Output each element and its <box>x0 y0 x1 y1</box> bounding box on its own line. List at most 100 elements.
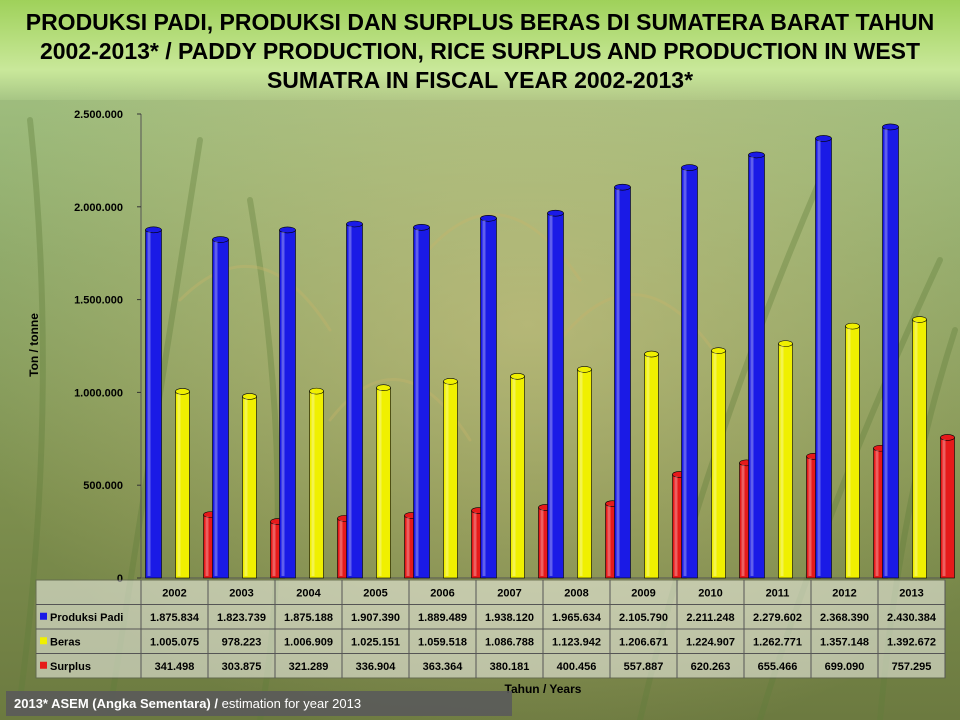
bar-beras-highlight <box>914 321 918 576</box>
footnote: 2013* ASEM (Angka Sementara) / estimatio… <box>6 691 512 716</box>
bar-surplus-highlight <box>808 458 812 576</box>
data-label: 1.123.942 <box>552 636 601 648</box>
bar-beras-cap <box>376 384 391 392</box>
data-label: 1.875.188 <box>284 612 333 624</box>
y-tick-label: 1.500.000 <box>74 295 123 307</box>
bar-beras <box>175 388 190 579</box>
bars <box>145 123 955 579</box>
bar-beras-cap <box>845 322 860 330</box>
bar-produksi-padi-cap <box>279 226 296 234</box>
y-axis-label: Ton / tonne <box>27 313 41 377</box>
bar-produksi-padi-highlight <box>817 140 821 576</box>
x-tick-label: 2002 <box>162 587 186 599</box>
bar-surplus-highlight <box>406 517 410 576</box>
bar-produksi-padi-cap <box>815 135 832 142</box>
bar-beras-highlight <box>244 398 248 576</box>
bar-surplus-highlight <box>339 520 343 576</box>
data-label: 363.364 <box>423 661 464 673</box>
data-label: 699.090 <box>825 661 865 673</box>
x-tick-label: 2012 <box>832 587 856 599</box>
data-label: 2.211.248 <box>686 612 734 624</box>
bar-beras-highlight <box>646 356 650 576</box>
bar-beras-highlight <box>378 389 382 576</box>
bar-produksi-padi-cap <box>748 151 765 159</box>
bar-produksi-padi-highlight <box>549 215 553 576</box>
bar-beras-highlight <box>847 328 851 576</box>
data-label: 978.223 <box>222 636 262 648</box>
legend-label: Beras <box>50 636 81 648</box>
data-label: 1.086.788 <box>485 636 534 648</box>
bar-surplus-highlight <box>674 476 678 576</box>
bar-surplus-cap <box>940 434 955 441</box>
bar-produksi-padi-cap <box>346 220 363 228</box>
bar-beras-cap <box>711 347 726 354</box>
data-label: 303.875 <box>222 661 262 673</box>
bar-produksi-padi <box>279 226 296 579</box>
bar-surplus-highlight <box>205 516 209 576</box>
bar-beras <box>845 322 860 579</box>
bar-produksi-padi-highlight <box>214 241 218 576</box>
bar-produksi-padi <box>815 135 832 579</box>
footnote-text: estimation for year 2013 <box>217 696 362 711</box>
legend-swatch <box>40 661 47 669</box>
data-label: 620.263 <box>691 661 731 673</box>
data-label: 1.224.907 <box>686 636 735 648</box>
bar-beras-cap <box>778 340 793 347</box>
chart-title: PRODUKSI PADI, PRODUKSI DAN SURPLUS BERA… <box>25 9 935 93</box>
bar-surplus-highlight <box>875 450 879 576</box>
bar-produksi-padi-highlight <box>750 156 754 576</box>
data-label: 400.456 <box>557 661 597 673</box>
x-tick-label: 2003 <box>229 587 253 599</box>
bar-produksi-padi-cap <box>212 236 229 243</box>
bar-surplus-highlight <box>942 439 946 576</box>
x-tick-label: 2008 <box>564 587 588 599</box>
bar-beras-cap <box>242 393 257 400</box>
data-label: 655.466 <box>758 661 798 673</box>
bar-beras-cap <box>644 350 659 358</box>
data-label: 1.006.909 <box>284 636 333 648</box>
bar-beras-highlight <box>177 393 181 576</box>
bar-surplus <box>940 434 955 579</box>
bar-surplus-highlight <box>540 509 544 576</box>
y-tick-label: 500.000 <box>83 480 123 492</box>
bar-beras-cap <box>510 372 525 380</box>
bar-produksi-padi-cap <box>480 214 497 222</box>
bar-beras <box>242 393 257 579</box>
x-axis-label: Tahun / Years <box>505 682 582 696</box>
bar-beras-highlight <box>579 371 583 576</box>
data-label: 1.875.834 <box>150 612 200 624</box>
bar-beras-cap <box>309 387 324 395</box>
data-label: 1.823.739 <box>217 612 266 624</box>
data-label: 341.498 <box>155 661 195 673</box>
bar-beras <box>711 347 726 579</box>
bar-produksi-padi-highlight <box>884 128 888 577</box>
bar-produksi-padi <box>413 224 430 579</box>
bar-beras <box>443 378 458 579</box>
bar-surplus-highlight <box>741 464 745 576</box>
data-label: 380.181 <box>490 661 530 673</box>
bar-surplus-highlight <box>272 523 276 576</box>
legend-swatch <box>40 637 47 645</box>
data-label: 1.025.151 <box>351 636 400 648</box>
x-tick-label: 2004 <box>296 587 321 599</box>
data-label: 1.392.672 <box>887 636 936 648</box>
bar-beras <box>376 384 391 579</box>
bar-produksi-padi <box>614 183 631 579</box>
bar-beras <box>309 387 324 579</box>
data-label: 2.430.384 <box>887 612 937 624</box>
bar-produksi-padi <box>547 209 564 579</box>
bar-produksi-padi-cap <box>413 224 430 231</box>
data-label: 1.206.671 <box>619 636 668 648</box>
data-label: 557.887 <box>624 661 664 673</box>
bar-beras-highlight <box>512 378 516 576</box>
bar-beras <box>778 340 793 579</box>
bar-beras-cap <box>577 366 592 373</box>
bar-beras <box>577 366 592 579</box>
bar-produksi-padi-highlight <box>281 231 285 577</box>
bar-beras-cap <box>175 388 190 395</box>
data-label: 2.105.790 <box>619 612 668 624</box>
bar-produksi-padi <box>145 226 162 579</box>
x-tick-label: 2009 <box>631 587 655 599</box>
bar-produksi-padi <box>882 123 899 579</box>
bar-surplus-highlight <box>607 505 611 576</box>
